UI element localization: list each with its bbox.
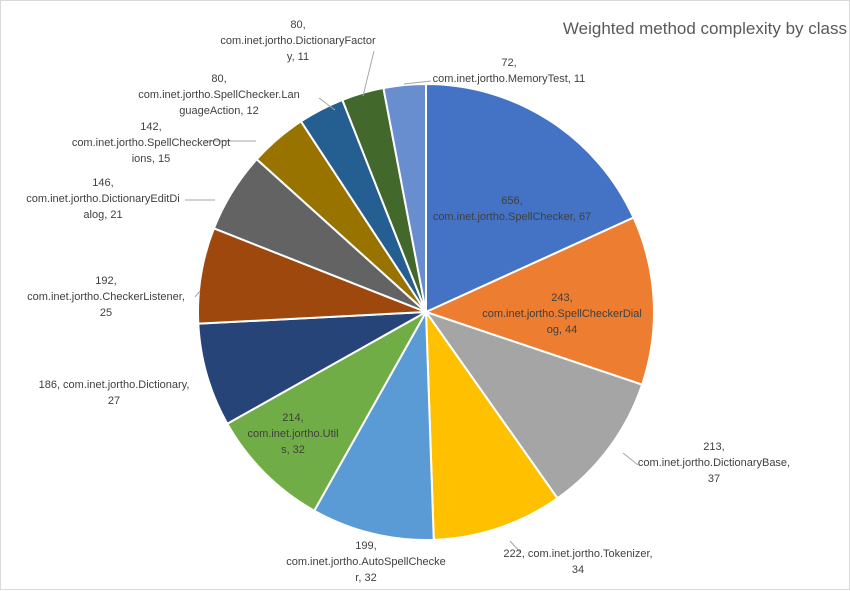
data-label-line: 656, bbox=[501, 195, 522, 207]
data-label-line: alog, 21 bbox=[83, 209, 122, 221]
data-label-line: y, 11 bbox=[287, 51, 309, 63]
data-label: 142, com.inet.jortho.SpellCheckerOpt ions,… bbox=[72, 121, 230, 165]
data-label-line: com.inet.jortho.DictionaryBase, bbox=[638, 457, 790, 469]
data-label: 80, com.inet.jortho.SpellChecker.Lan guage… bbox=[138, 73, 299, 117]
data-label: 243, com.inet.jortho.SpellCheckerDial og, … bbox=[482, 292, 642, 336]
data-label-line: s, 32 bbox=[281, 444, 305, 456]
data-label-line: 25 bbox=[100, 307, 112, 319]
data-label: 214, com.inet.jortho.Util s, 32 bbox=[247, 412, 338, 456]
data-label-line: 186, com.inet.jortho.Dictionary, bbox=[39, 379, 190, 391]
data-label-line: 142, bbox=[140, 121, 161, 133]
leader-line bbox=[509, 540, 522, 554]
data-label-line: com.inet.jortho.DictionaryEditDi bbox=[26, 193, 179, 205]
data-label-line: 27 bbox=[108, 395, 120, 407]
data-label-line: og, 44 bbox=[547, 324, 578, 336]
leader-line bbox=[362, 50, 375, 97]
leader-line bbox=[318, 97, 336, 111]
data-label-line: ions, 15 bbox=[132, 153, 171, 165]
data-label: 80, com.inet.jortho.DictionaryFactor y, 11 bbox=[220, 19, 376, 63]
data-label-line: com.inet.jortho.SpellCheckerOpt bbox=[72, 137, 230, 149]
pie-slice bbox=[424, 308, 559, 541]
data-label: 186, com.inet.jortho.Dictionary, 27 bbox=[39, 379, 190, 407]
pie-slice bbox=[312, 308, 435, 541]
data-label: 192, com.inet.jortho.CheckerListener, 25 bbox=[27, 275, 185, 319]
data-label-line: guageAction, 12 bbox=[179, 105, 259, 117]
pie-slice bbox=[423, 310, 644, 500]
data-label-line: 214, bbox=[282, 412, 303, 424]
pie-slice bbox=[382, 82, 427, 313]
data-label-line: r, 32 bbox=[355, 572, 376, 584]
data-label-line: 37 bbox=[708, 473, 720, 485]
data-label-line: 72, bbox=[501, 57, 516, 69]
data-label-line: 243, bbox=[551, 292, 572, 304]
data-label-line: com.inet.jortho.SpellCheckerDial bbox=[482, 308, 642, 320]
data-label: 656, com.inet.jortho.SpellChecker, 67 bbox=[433, 195, 591, 223]
data-label-line: com.inet.jortho.DictionaryFactor bbox=[220, 35, 376, 47]
data-label-line: com.inet.jortho.MemoryTest, 11 bbox=[433, 73, 586, 85]
data-label-line: 80, bbox=[290, 19, 305, 31]
leader-line bbox=[194, 290, 201, 298]
data-label-line: com.inet.jortho.SpellChecker.Lan bbox=[138, 89, 299, 101]
data-label-line: 199, bbox=[355, 540, 376, 552]
pie-slice bbox=[425, 82, 635, 314]
pie-slice bbox=[423, 216, 655, 386]
data-label-line: 146, bbox=[92, 177, 113, 189]
leader-line bbox=[403, 80, 432, 85]
pie-slice bbox=[225, 309, 429, 513]
data-label: 199, com.inet.jortho.AutoSpellChecke r, 32 bbox=[286, 540, 446, 584]
data-label-line: com.inet.jortho.Util bbox=[247, 428, 338, 440]
data-label-line: 80, bbox=[211, 73, 226, 85]
data-label-line: 34 bbox=[572, 564, 584, 576]
data-label: 213, com.inet.jortho.DictionaryBase, 37 bbox=[638, 441, 790, 485]
leader-line bbox=[622, 452, 639, 466]
data-label: 222, com.inet.jortho.Tokenizer, 34 bbox=[503, 548, 652, 576]
data-label: 72, com.inet.jortho.MemoryTest, 11 bbox=[433, 57, 586, 85]
data-label-line: com.inet.jortho.AutoSpellChecke bbox=[286, 556, 446, 568]
data-label-line: com.inet.jortho.CheckerListener, bbox=[27, 291, 185, 303]
data-label-line: 222, com.inet.jortho.Tokenizer, bbox=[503, 548, 652, 560]
data-label-line: 192, bbox=[95, 275, 116, 287]
data-label-line: 213, bbox=[703, 441, 724, 453]
pie-slice bbox=[197, 311, 427, 426]
data-label: 146, com.inet.jortho.DictionaryEditDi alog… bbox=[26, 177, 179, 221]
data-label-line: com.inet.jortho.SpellChecker, 67 bbox=[433, 211, 591, 223]
chart-title: Weighted method complexity by class bbox=[563, 19, 847, 38]
